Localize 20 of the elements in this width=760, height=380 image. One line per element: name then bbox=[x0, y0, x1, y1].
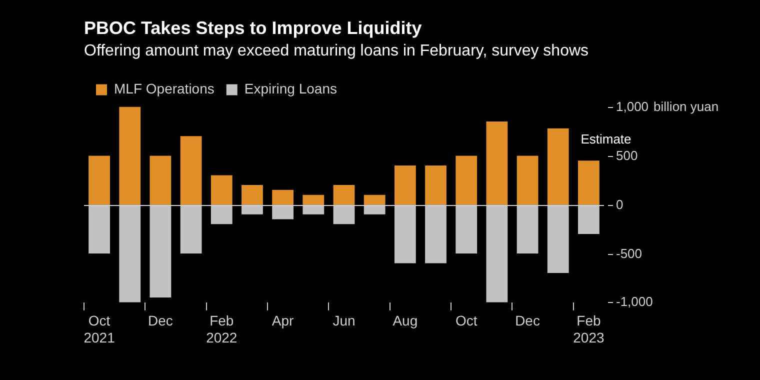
x-tick-label: Apr bbox=[272, 312, 294, 329]
x-tick-label: Aug bbox=[392, 312, 418, 329]
chart-title: PBOC Takes Steps to Improve Liquidity bbox=[84, 18, 422, 38]
x-tick-label: Jun bbox=[332, 312, 356, 329]
annotation: Estimate bbox=[580, 132, 632, 147]
x-tick-label: Oct bbox=[455, 312, 478, 329]
y-tick-label: 1,000 bbox=[616, 99, 649, 114]
x-tick-label: Dec bbox=[148, 312, 173, 329]
y-tick-label: -1,000 bbox=[616, 294, 653, 310]
x-tick-label: Oct 2021 bbox=[84, 312, 116, 346]
y-axis-title: billion yuan bbox=[654, 99, 719, 114]
y-tick-label: -500 bbox=[616, 246, 642, 262]
y-tick-label: 0 bbox=[616, 197, 624, 212]
x-tick-label: Feb 2022 bbox=[206, 312, 238, 346]
x-tick-label: Feb 2023 bbox=[573, 312, 604, 346]
chart-subtitle: Offering amount may exceed maturing loans in February, survey shows bbox=[84, 42, 589, 60]
legend-label: MLF Operations bbox=[114, 80, 214, 97]
x-tick-label: Dec bbox=[515, 312, 540, 329]
legend-label: Expiring Loans bbox=[244, 80, 337, 97]
y-tick-label: 500 bbox=[616, 148, 638, 164]
